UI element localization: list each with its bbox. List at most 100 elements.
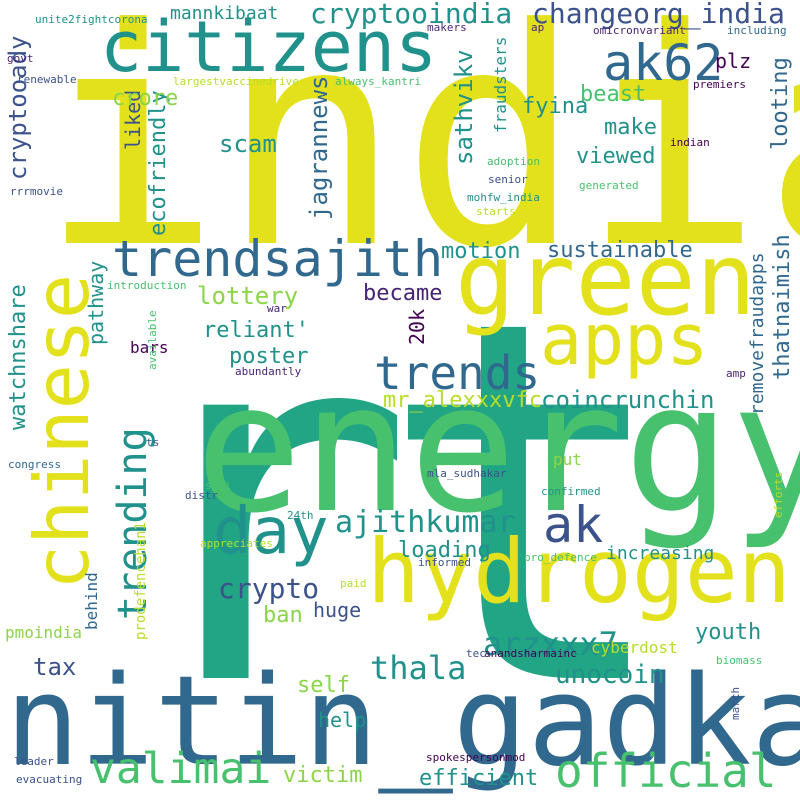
word-mr-alexxxvfc: mr_alexxxvfc	[383, 388, 542, 413]
word-rrrmovie: rrrmovie	[10, 185, 63, 198]
word-became: became	[363, 281, 443, 306]
word-distr: distr	[185, 489, 219, 502]
word-anandsharmainc: anandsharmainc	[484, 647, 577, 660]
word-crypto: crypto	[218, 572, 320, 605]
word-unite2fightcorona: unite2fightcorona	[35, 13, 148, 26]
word-scam: scam	[219, 130, 277, 158]
word-pro-defence: pro_defence	[524, 551, 597, 564]
word-omicronvariant: omicronvariant	[593, 24, 686, 37]
word-paid: paid	[340, 577, 367, 590]
word-trends: trends	[374, 346, 541, 400]
word-beast: beast	[580, 82, 647, 107]
word-fyina: fyina	[522, 94, 589, 119]
word-increasing: increasing	[606, 543, 715, 564]
word-always-kantri: always_kantri	[335, 75, 422, 88]
word-poster: poster	[229, 344, 309, 369]
word-unocoin: unocoin	[555, 660, 665, 690]
word-efficient: efficient	[419, 766, 539, 791]
word-youth: youth	[695, 620, 762, 645]
word-citizens: citizens	[100, 6, 438, 88]
word-motion: motion	[441, 239, 521, 264]
word-20k: 20k	[405, 308, 429, 345]
word-shri: shri	[205, 479, 232, 492]
word-victim: victim	[283, 763, 363, 788]
word-green: green	[455, 221, 757, 338]
word-lottery: lottery	[197, 282, 299, 310]
word-fraudsters: fraudsters	[491, 36, 510, 133]
word-plz: plz	[715, 49, 752, 73]
word-efforts: efforts	[772, 471, 785, 518]
word-including: including	[727, 24, 787, 37]
word-bars: bars	[130, 338, 169, 357]
word-sustainable: sustainable	[547, 238, 693, 263]
word-govt: govt	[7, 52, 34, 65]
word-march: march	[729, 686, 742, 720]
word-nitin-gadkari: nitin_gadkari	[5, 650, 800, 794]
word-informed: informed	[418, 556, 471, 569]
word-tax: tax	[33, 653, 77, 681]
word-crore: crore	[112, 86, 179, 111]
word-self: self	[297, 673, 350, 698]
word-generated: generated	[579, 179, 639, 192]
word-mohfw-india: mohfw_india	[467, 191, 540, 204]
word-cryptooindia: cryptooindia	[310, 0, 513, 30]
word-indian: indian	[670, 136, 710, 149]
word-tec: tec	[466, 647, 486, 660]
word-mla-sudhakar: mla_sudhakar	[427, 467, 507, 480]
word-ak62: ak62	[603, 34, 724, 92]
word-ak: ak	[543, 496, 604, 554]
word-reliant: reliant'	[203, 318, 309, 343]
word-energy: energy	[195, 345, 800, 552]
word-makers: makers	[427, 21, 467, 34]
word-pathway: pathway	[84, 260, 108, 345]
word-jagrannews: jagrannews	[305, 75, 333, 221]
word-ap: ap	[531, 21, 545, 34]
word-biomass: biomass	[716, 654, 763, 667]
word-changeorg-india: changeorg_india	[532, 0, 785, 30]
word-amp: amp	[726, 367, 746, 380]
word-senior: senior	[488, 173, 528, 186]
word-spokespersonmod: spokespersonmod	[426, 751, 526, 764]
word-cyberdost: cyberdost	[591, 638, 678, 657]
word-confirmed: confirmed	[541, 485, 601, 498]
word-put: put	[553, 450, 582, 469]
word-pmoindia: pmoindia	[5, 623, 83, 642]
word-introduction: introduction	[107, 279, 187, 292]
word-behind: behind	[82, 572, 101, 630]
word-renewable: renewable	[17, 73, 77, 86]
word-ecofriendly: ecofriendly	[146, 90, 171, 236]
word-ts: ts	[146, 436, 160, 449]
word-prodefencehan1: prodefencehan1	[133, 521, 149, 640]
word-apps: apps	[540, 299, 709, 381]
word-viewed: viewed	[576, 144, 656, 169]
word-appreciates: appreciates	[200, 537, 273, 550]
word-abundantly: abundantly	[235, 365, 302, 378]
word-24th: 24th	[287, 509, 314, 522]
word-make: make	[604, 115, 657, 140]
word-help: help	[318, 708, 367, 732]
word-war: war	[267, 302, 287, 315]
word-congress: congress	[8, 458, 61, 471]
word-premiers: premiers	[693, 78, 746, 91]
word-coincrunchin: coincrunchin	[541, 386, 715, 414]
word-looting: looting	[768, 57, 793, 150]
word-trendsajith: trendsajith	[112, 230, 444, 288]
word-day: day	[213, 495, 329, 569]
word-sathvikv: sathvikv	[450, 49, 478, 165]
word-valimai: valimai	[90, 744, 272, 794]
word-mannkibaat: mannkibaat	[170, 3, 279, 24]
word-india: india	[40, 0, 800, 314]
word-ban: ban	[263, 603, 303, 628]
word-thala: thala	[370, 649, 467, 687]
word-removefraudapps: removefraudapps	[747, 252, 768, 415]
word-huge: huge	[313, 598, 362, 622]
word-leader: leader	[14, 755, 54, 768]
word-watchnshare: watchnshare	[6, 284, 31, 430]
word-largestvaccinedrive: largestvaccinedrive	[173, 75, 299, 88]
word-available: available	[146, 310, 159, 370]
word-ajithkumar: ajithkumar	[335, 505, 516, 540]
word-official: official	[555, 744, 777, 798]
word-loading: loading	[398, 538, 491, 563]
word-adoption: adoption	[487, 155, 540, 168]
word-rt: rt	[115, 214, 677, 796]
